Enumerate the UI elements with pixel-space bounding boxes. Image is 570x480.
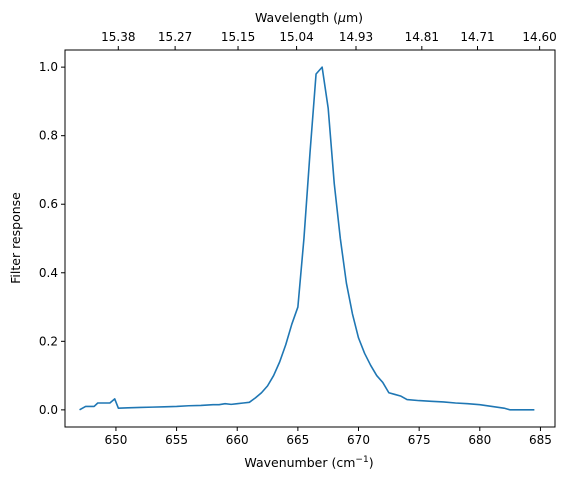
- y-tick-label: 0.6: [39, 197, 58, 211]
- x-tick-label: 660: [226, 433, 249, 447]
- top-tick-label: 14.93: [339, 30, 373, 44]
- top-x-axis-label-end: m): [346, 10, 363, 25]
- top-x-axis-label: Wavelength (μm): [255, 10, 363, 25]
- top-tick-label: 15.15: [221, 30, 255, 44]
- top-tick-label: 14.81: [405, 30, 439, 44]
- y-tick-label: 0.0: [39, 403, 58, 417]
- top-tick-label: 14.71: [460, 30, 494, 44]
- top-tick-label: 15.38: [101, 30, 135, 44]
- top-tick-label: 14.60: [522, 30, 556, 44]
- y-tick-label: 0.2: [39, 334, 58, 348]
- x-tick-label: 675: [408, 433, 431, 447]
- bottom-x-axis-ticks: 650 655 660 665 670 675 680 685: [104, 427, 552, 447]
- x-axis-label-main: Wavenumber (cm: [244, 455, 355, 470]
- x-tick-label: 650: [104, 433, 127, 447]
- top-x-axis-ticks: 15.38 15.27 15.15 15.04 14.93 14.81 14.71 14.60: [101, 30, 557, 50]
- x-tick-label: 670: [347, 433, 370, 447]
- filter-response-line: [79, 66, 535, 411]
- top-tick-label: 15.04: [279, 30, 313, 44]
- x-axis-label: Wavenumber (cm−1): [244, 455, 373, 470]
- top-x-axis-label-mu: μ: [337, 10, 346, 25]
- plot-area-frame: [64, 49, 556, 428]
- x-tick-label: 680: [468, 433, 491, 447]
- y-axis-ticks: 0.0 0.2 0.4 0.6 0.8 1.0: [39, 60, 65, 417]
- x-axis-label-end: ): [369, 455, 374, 470]
- y-tick-label: 1.0: [39, 60, 58, 74]
- y-tick-label: 0.8: [39, 129, 58, 143]
- x-tick-label: 685: [529, 433, 552, 447]
- y-axis-label: Filter response: [8, 192, 23, 284]
- y-tick-label: 0.4: [39, 266, 58, 280]
- top-tick-label: 15.27: [158, 30, 192, 44]
- x-tick-label: 655: [165, 433, 188, 447]
- x-axis-label-superscript: −1: [355, 455, 368, 465]
- top-x-axis-label-main: Wavelength (: [255, 10, 338, 25]
- x-tick-label: 665: [286, 433, 309, 447]
